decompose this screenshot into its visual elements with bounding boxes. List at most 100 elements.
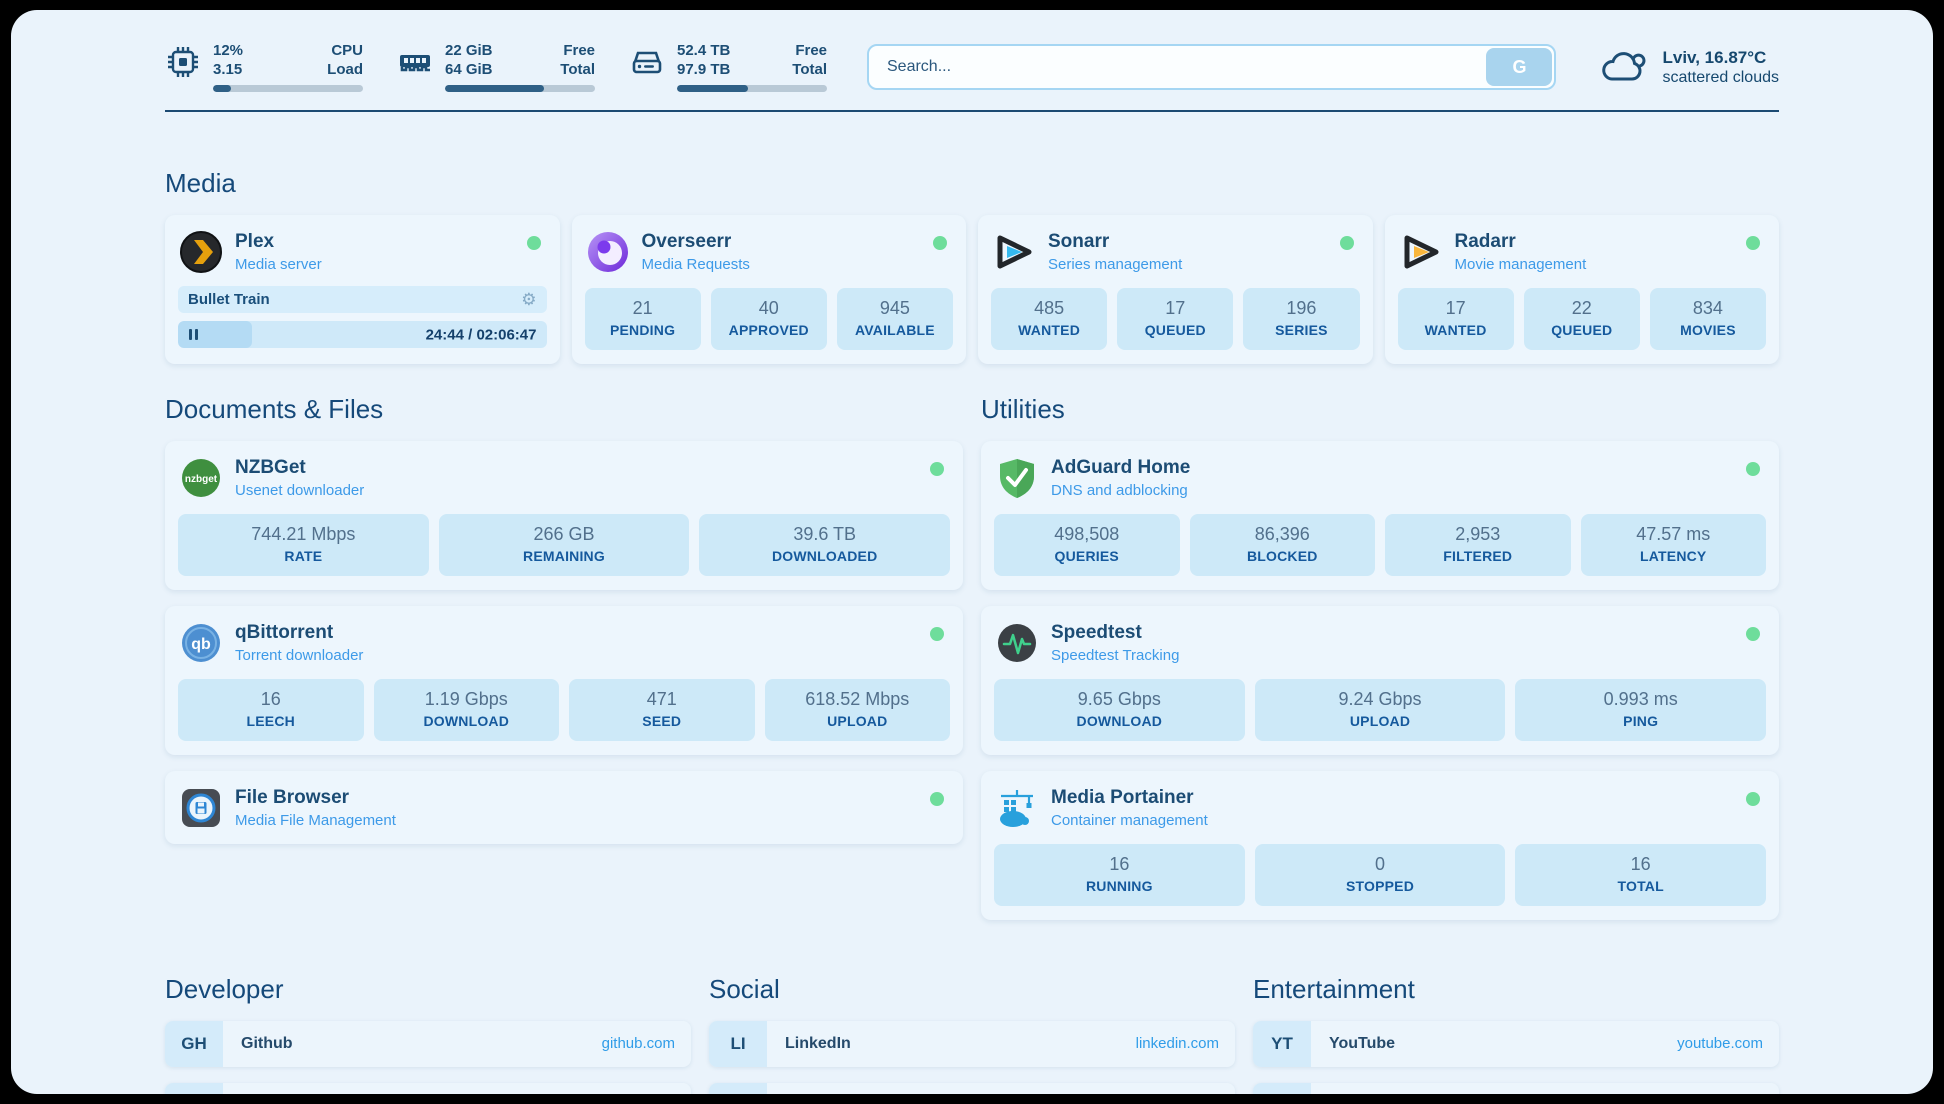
bookmark-group-entertainment: Entertainment YT YouTube youtube.com NF …: [1253, 974, 1779, 1094]
bookmark-link-youtube[interactable]: YT YouTube youtube.com: [1253, 1020, 1779, 1067]
app-card-plex[interactable]: Plex Media server Bullet Train ⚙ 24:44 /…: [165, 215, 560, 364]
dashboard-page: 12% 3.15 CPU Load: [11, 10, 1933, 1094]
app-card-radarr[interactable]: Radarr Movie management 17 WANTED 22 QUE…: [1384, 215, 1779, 364]
stat-download: 9.65 Gbps DOWNLOAD: [994, 679, 1245, 741]
stat-upload: 618.52 Mbps UPLOAD: [764, 679, 950, 741]
search-engine-button[interactable]: G: [1486, 48, 1553, 86]
stat-wanted: 485 WANTED: [991, 288, 1108, 350]
speedtest-icon: [998, 624, 1036, 663]
stat-queued: 22 QUEUED: [1523, 288, 1640, 350]
bookmark-abbr: TW: [709, 1082, 767, 1094]
section-media: Media Plex Media server Bullet Train: [165, 168, 1779, 364]
app-name: Plex: [235, 231, 275, 252]
section-title-documents: Documents & Files: [165, 393, 384, 424]
gear-icon[interactable]: ⚙: [521, 290, 537, 310]
app-card-speedtest[interactable]: Speedtest Speedtest Tracking 9.65 Gbps D…: [981, 605, 1779, 755]
app-name: AdGuard Home: [1051, 456, 1191, 478]
qbittorrent-icon: qb: [182, 624, 220, 663]
cpu-icon: [168, 46, 198, 77]
bookmark-link-github[interactable]: GH Github github.com: [165, 1020, 691, 1067]
stat-stopped: 0 STOPPED: [1254, 844, 1506, 906]
status-dot: [1746, 461, 1760, 476]
app-card-sonarr[interactable]: Sonarr Series management 485 WANTED 17 Q…: [978, 215, 1373, 364]
section-title-media: Media: [165, 168, 236, 198]
app-name: Speedtest: [1051, 621, 1142, 643]
app-subtitle: Media Requests: [641, 255, 750, 273]
cpu-usage-value: 12%: [213, 41, 244, 59]
stat-wanted: 17 WANTED: [1397, 288, 1514, 350]
status-dot: [1746, 791, 1760, 806]
bookmark-url[interactable]: linkedin.com: [1135, 1035, 1219, 1053]
app-name: Media Portainer: [1051, 786, 1194, 808]
bookmark-url[interactable]: youtube.com: [1677, 1035, 1763, 1053]
bookmark-link-linkedin[interactable]: LI LinkedIn linkedin.com: [709, 1020, 1235, 1067]
weather-condition: scattered clouds: [1662, 69, 1779, 87]
status-dot: [1339, 236, 1354, 250]
bookmark-name: YouTube: [1329, 1034, 1396, 1052]
app-card-qbittorrent[interactable]: qb qBittorrent Torrent downloader 16 LEE…: [165, 605, 963, 755]
app-name: File Browser: [235, 786, 350, 808]
section-title-utilities: Utilities: [981, 393, 1065, 424]
bookmark-title-entertainment: Entertainment: [1253, 973, 1415, 1004]
storage-total-label: Total: [792, 60, 827, 78]
bookmark-abbr: SO: [165, 1082, 223, 1094]
status-dot: [930, 791, 944, 806]
ram-icon: [400, 54, 430, 72]
weather-location-temp: Lviv, 16.87°C: [1662, 47, 1767, 67]
memory-free-label: Free: [563, 41, 595, 59]
cpu-metric: 12% 3.15 CPU Load: [165, 42, 363, 93]
app-card-filebrowser[interactable]: File Browser Media File Management: [165, 770, 963, 845]
stat-pending: 21 PENDING: [584, 288, 701, 350]
app-subtitle: Series management: [1048, 255, 1183, 273]
bookmark-link-netflix[interactable]: NF Netflix netflix.com: [1253, 1082, 1779, 1094]
bookmark-title-social: Social: [709, 973, 780, 1004]
app-subtitle: Container management: [1051, 811, 1208, 829]
bookmark-name: LinkedIn: [785, 1034, 851, 1052]
svg-text:qb: qb: [191, 636, 211, 653]
playback-time: 24:44 / 02:06:47: [425, 326, 537, 344]
memory-total-value: 64 GiB: [445, 60, 493, 78]
stat-available: 945 AVAILABLE: [836, 288, 954, 350]
search-input[interactable]: [867, 44, 1557, 90]
bookmark-group-developer: Developer GH Github github.com SO StackO…: [165, 974, 691, 1094]
app-name: NZBGet: [235, 456, 306, 478]
filebrowser-icon: [182, 789, 220, 827]
stat-seed: 471 SEED: [569, 679, 755, 741]
stat-download: 1.19 Gbps DOWNLOAD: [373, 679, 559, 741]
app-name: qBittorrent: [235, 621, 334, 643]
app-name: Overseerr: [641, 231, 732, 252]
app-card-overseerr[interactable]: Overseerr Media Requests 21 PENDING 40 A…: [571, 215, 966, 364]
cpu-label: CPU: [331, 41, 363, 59]
portainer-icon: [1000, 790, 1033, 827]
playback-progress-bar: 24:44 / 02:06:47: [178, 321, 547, 349]
stat-approved: 40 APPROVED: [710, 288, 827, 350]
status-dot: [526, 236, 541, 250]
bookmark-link-stackoverflow[interactable]: SO StackOverflow stackoverflow.com: [165, 1082, 691, 1094]
app-card-adguard[interactable]: AdGuard Home DNS and adblocking 498,508 …: [981, 440, 1779, 590]
bookmark-url[interactable]: github.com: [601, 1035, 675, 1053]
memory-metric: 22 GiB 64 GiB Free Total: [397, 42, 595, 93]
cloud-icon: [1602, 52, 1646, 81]
cpu-progress-bar: [213, 85, 363, 93]
app-subtitle: Torrent downloader: [235, 646, 364, 664]
pause-icon: [189, 329, 192, 341]
overseerr-icon: [587, 232, 628, 273]
app-subtitle: Media File Management: [235, 811, 396, 829]
now-playing-title: Bullet Train: [188, 291, 270, 309]
sonarr-icon: [997, 235, 1032, 269]
app-subtitle: Speedtest Tracking: [1051, 646, 1180, 664]
app-card-nzbget[interactable]: nzbget NZBGet Usenet downloader 744.21 M…: [165, 440, 963, 590]
bookmark-link-twitter[interactable]: TW Twitter twitter.com: [709, 1082, 1235, 1094]
radarr-icon: [1404, 235, 1438, 269]
bookmark-abbr: NF: [1253, 1082, 1311, 1094]
weather-widget[interactable]: Lviv, 16.87°C scattered clouds: [1600, 47, 1779, 88]
app-card-portainer[interactable]: Media Portainer Container management 16 …: [981, 770, 1779, 920]
storage-metric: 52.4 TB 97.9 TB Free Total: [629, 42, 827, 93]
stat-upload: 9.24 Gbps UPLOAD: [1254, 679, 1506, 741]
stat-movies: 834 MOVIES: [1649, 288, 1767, 350]
stat-downloaded: 39.6 TB DOWNLOADED: [699, 514, 951, 576]
system-metrics: 12% 3.15 CPU Load: [165, 42, 827, 93]
stat-ping: 0.993 ms PING: [1515, 679, 1767, 741]
app-subtitle: DNS and adblocking: [1051, 481, 1188, 499]
search-bar: G: [867, 44, 1557, 90]
